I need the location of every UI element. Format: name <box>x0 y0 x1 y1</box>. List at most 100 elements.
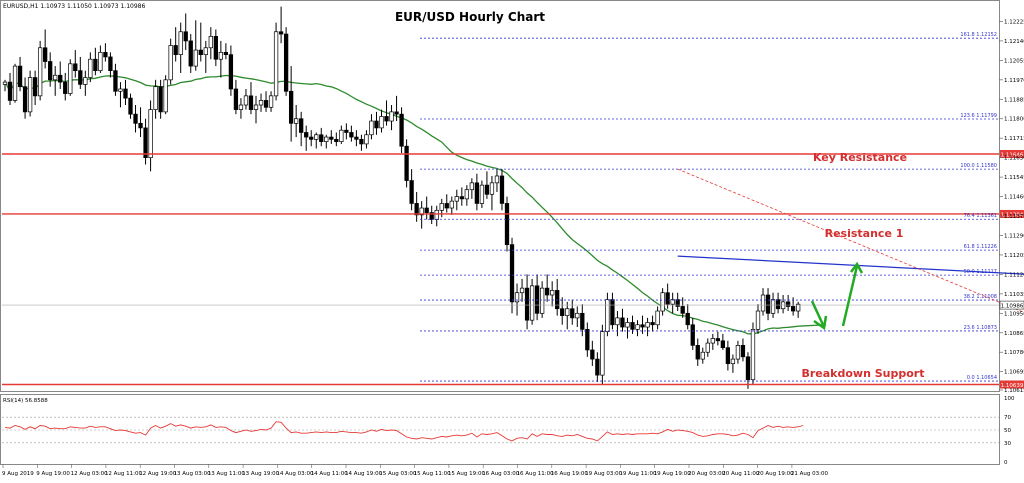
candle-body <box>409 180 414 204</box>
candle-body <box>399 113 404 147</box>
time-tick-label: 19 Aug 03:00 <box>585 471 623 477</box>
candle-body <box>138 122 143 129</box>
candle-body <box>268 95 274 108</box>
candle-body <box>534 285 540 314</box>
current-price-tag <box>999 300 1024 310</box>
candle-body <box>344 129 349 133</box>
price-tick-label: 1.11885 <box>1004 97 1024 103</box>
candle-body <box>680 306 685 314</box>
candle-body <box>203 47 208 55</box>
candle-body <box>198 49 203 55</box>
time-tick-label: 16 Aug 11:00 <box>517 471 555 477</box>
candle-body <box>750 328 756 381</box>
rsi-line <box>4 421 804 442</box>
candle-body <box>730 358 736 365</box>
level-price-tag-text: 1.10639 <box>1001 383 1024 389</box>
price-tick-label: 1.10865 <box>1004 331 1024 337</box>
candle-body <box>529 285 535 321</box>
candle-body <box>700 351 705 360</box>
price-tick-label: 1.11545 <box>1004 175 1024 181</box>
candle-body <box>288 90 294 124</box>
candle-body <box>414 203 419 216</box>
candle-body <box>258 100 264 106</box>
candle-body <box>665 292 670 305</box>
candle-body <box>213 35 218 60</box>
price-tick-label: 1.12140 <box>1004 39 1024 45</box>
candle-body <box>238 104 244 110</box>
fib-level-label: 23.6 1.10873 <box>964 325 997 331</box>
candle-body <box>509 244 515 303</box>
candle-body <box>37 47 43 97</box>
candle-body <box>494 175 500 184</box>
candle-body <box>545 287 550 296</box>
candle-body <box>354 136 359 140</box>
level-price-tag <box>1000 149 1024 158</box>
candle-body <box>620 317 625 328</box>
candle-body <box>58 74 63 83</box>
price-tick-label: 1.11205 <box>1004 253 1024 259</box>
level-price-tag-text: 1.11384 <box>1001 212 1024 218</box>
descending-trend-line <box>677 255 1024 275</box>
candle-body <box>253 104 259 110</box>
candle-body <box>359 138 364 145</box>
fib-level-label: 161.8 1.12152 <box>960 32 997 38</box>
candle-body <box>324 136 329 142</box>
price-tick-label: 1.11290 <box>1004 233 1024 239</box>
candle-body <box>98 52 103 72</box>
candle-body <box>610 299 615 326</box>
candle-body <box>153 86 158 110</box>
candle-body <box>43 47 48 62</box>
candle-body <box>143 127 148 159</box>
time-tick-label: 13 Aug 03:00 <box>174 471 212 477</box>
candle-body <box>123 88 128 99</box>
rsi-title: RSI(14) 56.8588 <box>3 398 48 404</box>
candle-body <box>12 65 18 101</box>
candle-body <box>705 342 710 353</box>
candle-body <box>690 324 695 346</box>
candle-body <box>369 120 374 136</box>
candle-body <box>158 86 163 113</box>
time-tick-label: 15 Aug 03:00 <box>379 471 417 477</box>
candle-body <box>314 134 319 140</box>
price-tick-label: 1.10950 <box>1004 311 1024 317</box>
key-resistance-label: Key Resistance <box>813 151 907 164</box>
candle-body <box>775 299 781 310</box>
candle-body <box>645 322 650 328</box>
candle-body <box>218 52 224 60</box>
candle-body <box>514 292 520 303</box>
candle-body <box>595 358 600 376</box>
time-tick-label: 15 Aug 11:00 <box>414 471 452 477</box>
time-tick-label: 21 Aug 03:00 <box>791 471 829 477</box>
candle-body <box>27 77 33 113</box>
candle-body <box>429 212 434 220</box>
level-price-tag <box>1000 209 1024 218</box>
candle-body <box>469 182 475 191</box>
candle-body <box>459 196 464 200</box>
candle-body <box>283 33 289 92</box>
candle-body <box>519 287 525 294</box>
candle-body <box>379 116 384 129</box>
candle-body <box>695 345 700 360</box>
time-tick-label: 14 Aug 03:00 <box>276 471 314 477</box>
time-tick-label: 16 Aug 19:00 <box>551 471 589 477</box>
price-tick-label: 1.12055 <box>1004 58 1024 64</box>
candle-body <box>304 132 309 138</box>
candle-body <box>299 118 304 133</box>
candle-body <box>740 345 746 358</box>
price-tick-label: 1.11035 <box>1004 292 1024 298</box>
candle-body <box>263 100 269 108</box>
candle-body <box>585 328 590 351</box>
candle-body <box>796 303 801 312</box>
candle-body <box>68 63 73 94</box>
time-tick-label: 12 Aug 19:00 <box>139 471 177 477</box>
candle-body <box>248 95 254 110</box>
candle-body <box>630 322 635 330</box>
candle-body <box>580 312 585 330</box>
candle-body <box>208 35 213 49</box>
candle-body <box>725 347 731 365</box>
candle-body <box>294 118 299 124</box>
time-tick-label: 20 Aug 11:00 <box>722 471 760 477</box>
candle-body <box>168 45 173 81</box>
price-tick-label: 1.10695 <box>1004 370 1024 376</box>
